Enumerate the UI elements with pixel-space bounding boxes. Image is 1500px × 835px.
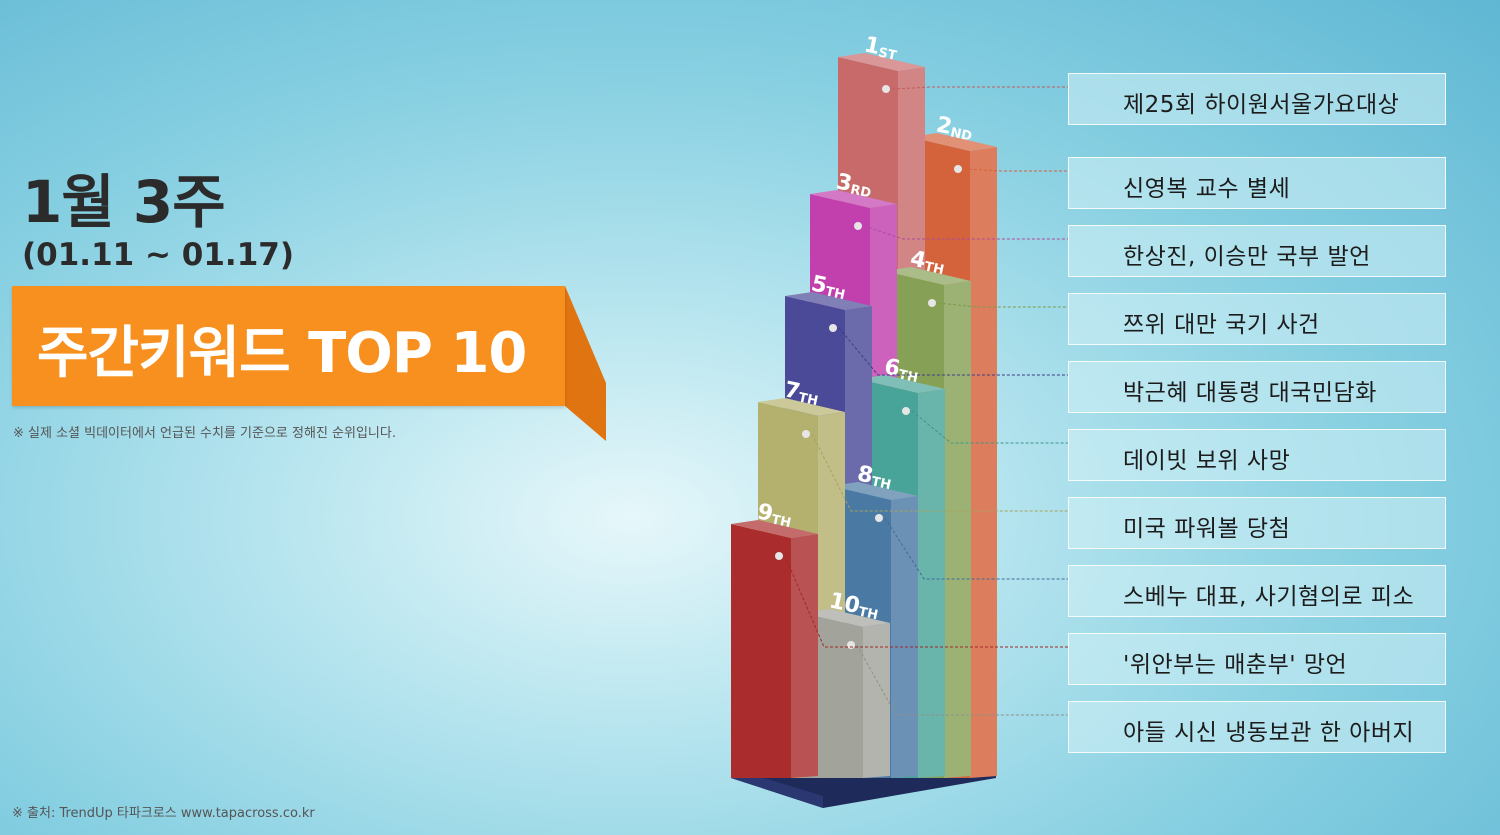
keyword-box-5: 박근혜 대통령 대국민담화: [1068, 361, 1446, 413]
bar-marker-7: [802, 430, 810, 438]
bar-marker-4: [928, 299, 936, 307]
rank-label-1: 1ST: [862, 32, 900, 63]
keyword-box-6: 데이빗 보위 사망: [1068, 429, 1446, 481]
keyword-label-6: 데이빗 보위 사망: [1123, 448, 1291, 474]
keyword-box-9: '위안부는 매춘부' 망언: [1068, 633, 1446, 685]
keyword-label-5: 박근혜 대통령 대국민담화: [1123, 380, 1377, 406]
bar-top-9: [731, 520, 818, 538]
title-banner: 주간키워드 TOP 10: [12, 286, 565, 406]
keyword-box-4: 쯔위 대만 국기 사건: [1068, 293, 1446, 345]
leader-line-3: [863, 225, 1068, 240]
bar-side-9: [791, 534, 818, 778]
leader-line-10: [856, 644, 1068, 716]
bar-marker-3: [854, 222, 862, 230]
keyword-label-4: 쯔위 대만 국기 사건: [1123, 312, 1320, 338]
keyword-box-2: 신영복 교수 별세: [1068, 157, 1446, 209]
keyword-box-7: 미국 파워볼 당첨: [1068, 497, 1446, 549]
bar-top-1: [838, 53, 925, 71]
source-credit: ※ 출처: TrendUp 타파크로스 www.tapacross.co.kr: [12, 806, 315, 821]
leader-line-7: [811, 433, 1068, 512]
bar-marker-2: [954, 165, 962, 173]
rank-label-4: 4TH: [908, 246, 947, 278]
rank-label-9: 9TH: [755, 499, 794, 531]
leader-line-8: [884, 517, 1068, 580]
keyword-label-9: '위안부는 매춘부' 망언: [1123, 652, 1348, 678]
rank-label-8: 8TH: [855, 461, 894, 493]
bar-top-8: [831, 482, 918, 500]
keyword-box-3: 한상진, 이승만 국부 발언: [1068, 225, 1446, 277]
rank-label-2: 2ND: [934, 112, 976, 144]
leader-line-2: [963, 168, 1068, 172]
bar-top-6: [858, 375, 945, 393]
bar-top-3: [810, 190, 897, 208]
bar-marker-9: [775, 552, 783, 560]
week-title: 1월 3주: [22, 168, 226, 236]
bar-top-5: [785, 292, 872, 310]
bar-top-2: [910, 133, 997, 151]
leader-line-6: [911, 410, 1068, 444]
banner-title: 주간키워드 TOP 10: [37, 321, 527, 386]
keyword-label-1: 제25회 하이원서울가요대상: [1123, 92, 1400, 118]
bar-side-2: [970, 147, 997, 778]
bar-front-9: [731, 524, 791, 778]
rank-label-7: 7TH: [782, 377, 821, 409]
bar-rank-9: 9TH: [731, 499, 1068, 778]
bar-marker-6: [902, 407, 910, 415]
leader-line-5: [838, 327, 1068, 376]
keyword-box-1: 제25회 하이원서울가요대상: [1068, 73, 1446, 125]
bar-top-4: [884, 267, 971, 285]
keyword-box-8: 스베누 대표, 사기혐의로 피소: [1068, 565, 1446, 617]
bar-side-10: [863, 623, 890, 778]
bar-marker-1: [882, 85, 890, 93]
bar-side-4: [944, 281, 971, 778]
rank-label-10: 10TH: [827, 588, 881, 623]
ranking-note: ※ 실제 소셜 빅데이터에서 언급된 수치를 기준으로 정해진 순위입니다.: [13, 426, 396, 441]
bar-side-8: [891, 496, 918, 778]
bar-marker-8: [875, 514, 883, 522]
keyword-label-7: 미국 파워볼 당첨: [1123, 516, 1291, 542]
leader-line-1: [891, 86, 1068, 90]
bar-side-6: [918, 389, 945, 778]
bar-top-7: [758, 398, 845, 416]
bar-marker-5: [829, 324, 837, 332]
rank-label-5: 5TH: [809, 271, 848, 303]
bar-top-10: [803, 609, 890, 627]
date-range: (01.11 ~ 01.17): [22, 237, 295, 273]
keyword-label-2: 신영복 교수 별세: [1123, 176, 1291, 202]
bar-marker-10: [847, 641, 855, 649]
keyword-label-3: 한상진, 이승만 국부 발언: [1123, 244, 1371, 270]
keyword-box-10: 아들 시신 냉동보관 한 아버지: [1068, 701, 1446, 753]
leader-line-9: [784, 555, 1068, 648]
rank-label-3: 3RD: [834, 169, 875, 201]
keyword-label-10: 아들 시신 냉동보관 한 아버지: [1123, 720, 1415, 746]
keyword-label-8: 스베누 대표, 사기혐의로 피소: [1123, 584, 1415, 610]
